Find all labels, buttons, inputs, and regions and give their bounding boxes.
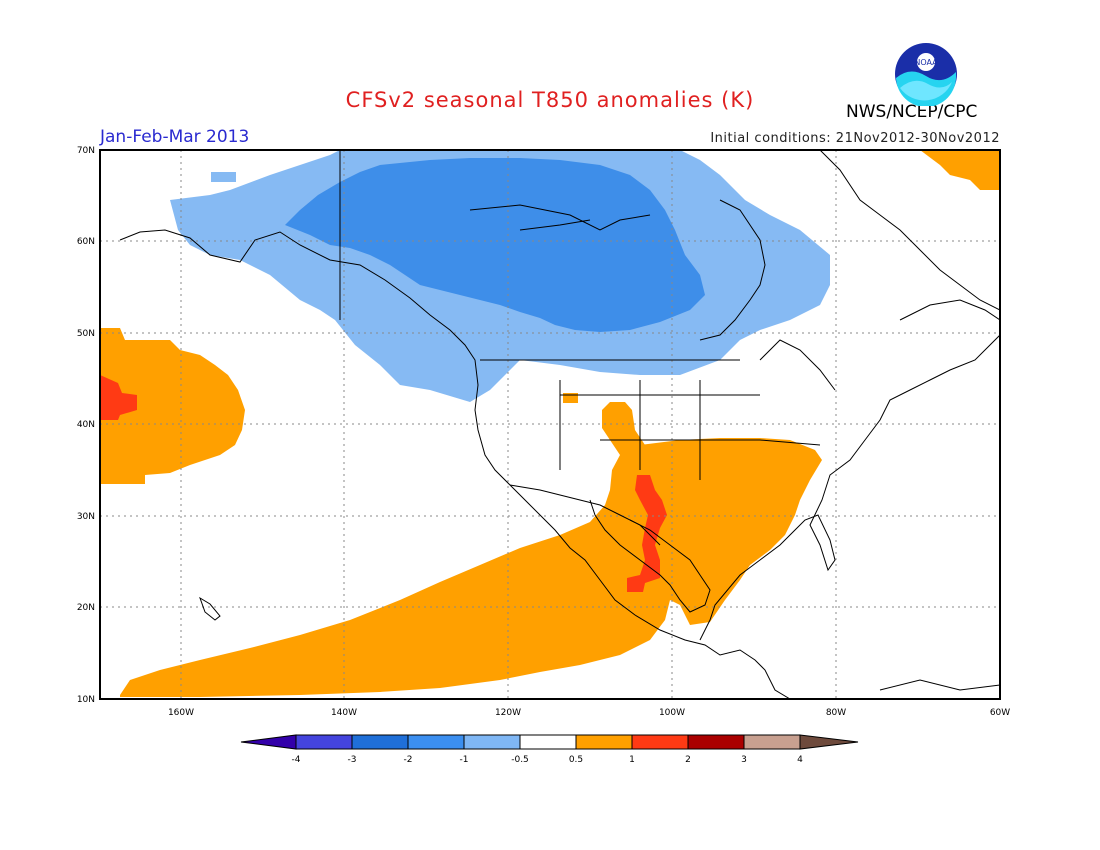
initial-conditions: Initial conditions: 21Nov2012-30Nov2012 bbox=[710, 131, 1000, 146]
colorbar bbox=[240, 734, 859, 750]
rockies-warm bbox=[602, 402, 645, 455]
pacific-strong-warm bbox=[100, 375, 137, 420]
lat-label-40n: 40N bbox=[77, 420, 95, 430]
lon-label-80w: 80W bbox=[826, 708, 846, 718]
colorbar-bin-3 bbox=[407, 734, 465, 750]
lat-lon-grid bbox=[100, 150, 1000, 699]
map-frame bbox=[99, 149, 1001, 700]
colorbar-tick: -3 bbox=[348, 755, 357, 765]
colorbar-bin-9 bbox=[743, 734, 801, 750]
map-title: CFSv2 seasonal T850 anomalies (K) bbox=[345, 88, 755, 112]
lon-axis-labels: 160W 140W 120W 100W 80W 60W bbox=[168, 708, 1010, 718]
colorbar-tick: 4 bbox=[797, 755, 803, 765]
colorbar-tick: -0.5 bbox=[511, 755, 529, 765]
lat-label-10n: 10N bbox=[77, 695, 95, 705]
colorbar-bin-4 bbox=[463, 734, 521, 750]
colorbar-tick: -1 bbox=[460, 755, 469, 765]
colorbar-tick: 1 bbox=[629, 755, 635, 765]
lon-label-120w: 120W bbox=[495, 708, 521, 718]
lat-label-20n: 20N bbox=[77, 603, 95, 613]
colorbar-bin-1 bbox=[295, 734, 353, 750]
colorbar-tick: 2 bbox=[685, 755, 691, 765]
lon-label-140w: 140W bbox=[331, 708, 357, 718]
colorbar-bin-8 bbox=[687, 734, 745, 750]
lat-label-50n: 50N bbox=[77, 329, 95, 339]
colorbar-min-arrow bbox=[240, 734, 297, 750]
lon-label-160w: 160W bbox=[168, 708, 194, 718]
forecast-period: Jan-Feb-Mar 2013 bbox=[100, 127, 250, 147]
coastlines bbox=[119, 150, 1000, 699]
colorbar-ticks: -4 -3 -2 -1 -0.5 0.5 1 2 3 4 bbox=[292, 755, 804, 765]
colorbar-tick: 0.5 bbox=[569, 755, 583, 765]
lat-label-60n: 60N bbox=[77, 237, 95, 247]
colorbar-bin-5 bbox=[519, 734, 577, 750]
lon-label-60w: 60W bbox=[990, 708, 1010, 718]
colorbar-max-arrow bbox=[799, 734, 859, 750]
logo-text: NOAA bbox=[914, 58, 938, 67]
colorbar-tick: 3 bbox=[741, 755, 747, 765]
colorbar-bin-6 bbox=[575, 734, 633, 750]
lat-label-30n: 30N bbox=[77, 512, 95, 522]
noaa-logo: NOAA bbox=[895, 43, 957, 106]
lat-axis-labels: 70N 60N 50N 40N 30N 20N 10N bbox=[77, 146, 95, 705]
colorbar-tick: -4 bbox=[292, 755, 301, 765]
lon-label-100w: 100W bbox=[659, 708, 685, 718]
texas-strong-warm bbox=[627, 475, 667, 592]
agency-label: NWS/NCEP/CPC bbox=[846, 102, 978, 122]
pacific-warm-anomaly bbox=[100, 328, 245, 484]
colorbar-bin-2 bbox=[351, 734, 409, 750]
colorbar-tick: -2 bbox=[404, 755, 413, 765]
colorbar-bin-7 bbox=[631, 734, 689, 750]
lat-label-70n: 70N bbox=[77, 146, 95, 156]
cold-anomaly-core bbox=[285, 158, 705, 332]
greenland-warm bbox=[920, 150, 1000, 190]
